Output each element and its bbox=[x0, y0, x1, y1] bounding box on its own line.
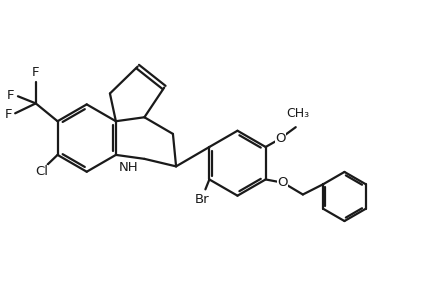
Text: NH: NH bbox=[118, 162, 138, 175]
Text: F: F bbox=[7, 89, 14, 102]
Text: Cl: Cl bbox=[35, 165, 48, 178]
Text: F: F bbox=[32, 67, 39, 79]
Text: CH₃: CH₃ bbox=[286, 107, 309, 120]
Text: O: O bbox=[277, 176, 288, 189]
Text: O: O bbox=[275, 132, 286, 145]
Text: F: F bbox=[4, 108, 12, 121]
Text: Br: Br bbox=[195, 193, 209, 206]
